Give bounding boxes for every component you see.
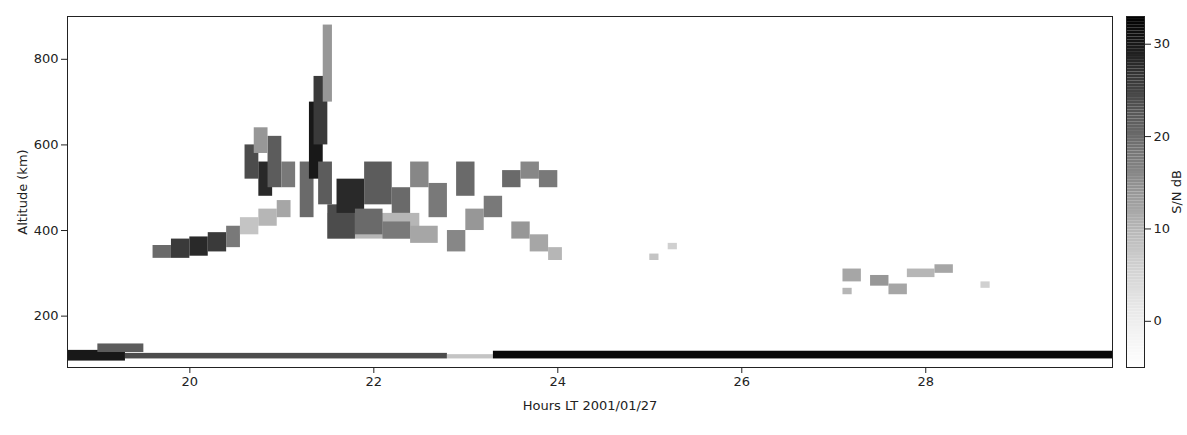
svg-text:600: 600 (34, 137, 59, 152)
svg-text:28: 28 (917, 374, 934, 389)
svg-text:20: 20 (182, 374, 199, 389)
svg-text:22: 22 (366, 374, 383, 389)
svg-text:Altitude (km): Altitude (km) (15, 149, 30, 234)
svg-text:S/N dB: S/N dB (1169, 170, 1184, 214)
svg-text:200: 200 (34, 308, 59, 323)
svg-text:400: 400 (34, 223, 59, 238)
svg-text:800: 800 (34, 51, 59, 66)
svg-text:26: 26 (734, 374, 751, 389)
svg-text:24: 24 (550, 374, 567, 389)
svg-text:0: 0 (1154, 313, 1162, 328)
svg-text:30: 30 (1154, 36, 1171, 51)
svg-text:20: 20 (1154, 129, 1171, 144)
svg-text:10: 10 (1154, 221, 1171, 236)
svg-text:Hours LT 2001/01/27: Hours LT 2001/01/27 (523, 398, 658, 413)
